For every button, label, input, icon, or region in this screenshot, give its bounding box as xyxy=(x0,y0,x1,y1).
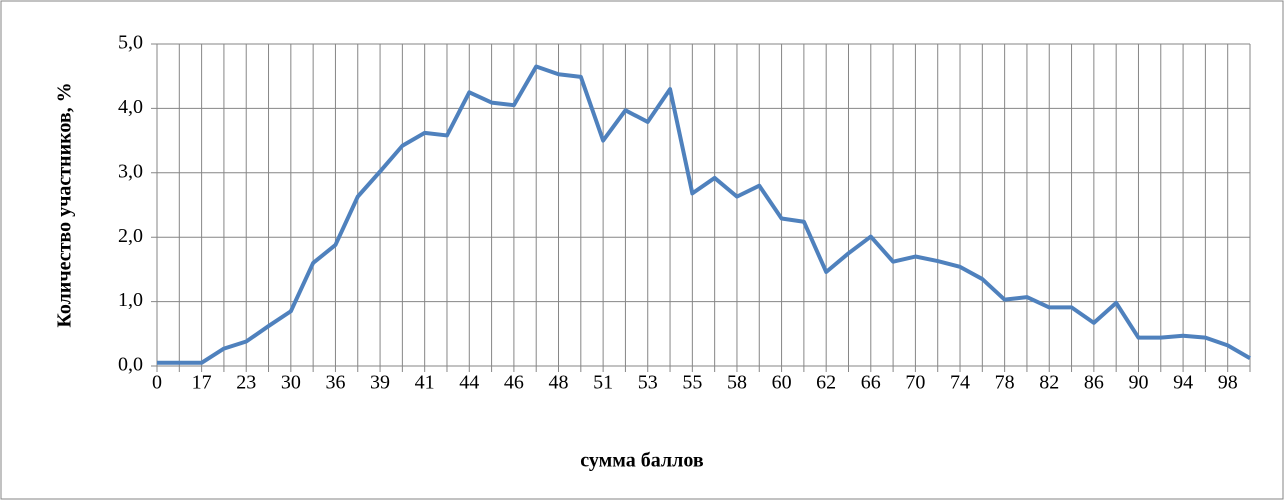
x-tick-label: 36 xyxy=(325,372,345,394)
x-tick-label: 53 xyxy=(638,372,658,394)
x-tick-label: 70 xyxy=(905,372,925,394)
x-tick-label: 46 xyxy=(504,372,524,394)
x-axis-label: сумма баллов xyxy=(580,450,704,472)
x-tick-label: 98 xyxy=(1218,372,1238,394)
x-tick-label: 62 xyxy=(816,372,836,394)
x-tick-label: 44 xyxy=(459,372,479,394)
x-tick-label: 94 xyxy=(1173,372,1193,394)
x-tick-label: 48 xyxy=(549,372,569,394)
x-tick-label: 41 xyxy=(415,372,435,394)
x-tick-label: 55 xyxy=(682,372,702,394)
y-tick-label: 4,0 xyxy=(118,96,143,118)
y-tick-label: 2,0 xyxy=(118,225,143,247)
x-tick-label: 17 xyxy=(192,372,212,394)
x-tick-label: 39 xyxy=(370,372,390,394)
x-tick-label: 74 xyxy=(950,372,970,394)
x-tick-label: 0 xyxy=(152,372,162,394)
x-tick-label: 60 xyxy=(772,372,792,394)
data-line xyxy=(157,64,1251,365)
x-tick-label: 86 xyxy=(1084,372,1104,394)
y-axis-label: Количество участников, % xyxy=(54,82,76,327)
x-tick-label: 30 xyxy=(281,372,301,394)
y-tick-label: 5,0 xyxy=(118,32,143,54)
y-tick-label: 0,0 xyxy=(118,354,143,376)
x-tick-label: 23 xyxy=(236,372,256,394)
x-tick-label: 66 xyxy=(861,372,881,394)
x-tick-label: 58 xyxy=(727,372,747,394)
x-tick-label: 82 xyxy=(1039,372,1059,394)
x-tick-label: 51 xyxy=(593,372,613,394)
y-tick-label: 3,0 xyxy=(118,160,143,182)
y-tick-label: 1,0 xyxy=(118,289,143,311)
x-tick-label: 78 xyxy=(995,372,1015,394)
x-tick-label: 90 xyxy=(1128,372,1148,394)
